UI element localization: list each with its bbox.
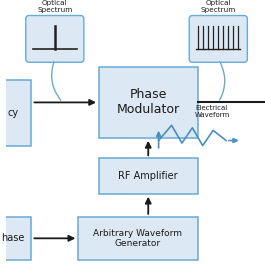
Text: RF Amplifier: RF Amplifier xyxy=(118,171,178,181)
Text: Arbitrary Waveform
Generator: Arbitrary Waveform Generator xyxy=(93,229,182,248)
Text: hase: hase xyxy=(2,233,25,243)
Text: Phase
Modulator: Phase Modulator xyxy=(117,89,180,116)
FancyBboxPatch shape xyxy=(78,217,197,260)
FancyBboxPatch shape xyxy=(0,80,32,145)
Text: Electrical
Waveform: Electrical Waveform xyxy=(195,105,230,118)
FancyBboxPatch shape xyxy=(0,217,32,260)
FancyArrowPatch shape xyxy=(52,62,61,100)
FancyBboxPatch shape xyxy=(26,16,84,62)
Text: Optical
Spectrum: Optical Spectrum xyxy=(37,1,72,14)
FancyBboxPatch shape xyxy=(189,16,247,62)
FancyBboxPatch shape xyxy=(99,67,197,138)
Text: Optical
Spectrum: Optical Spectrum xyxy=(201,1,236,14)
Text: cy: cy xyxy=(8,108,19,118)
FancyBboxPatch shape xyxy=(99,158,197,194)
FancyArrowPatch shape xyxy=(220,62,225,100)
